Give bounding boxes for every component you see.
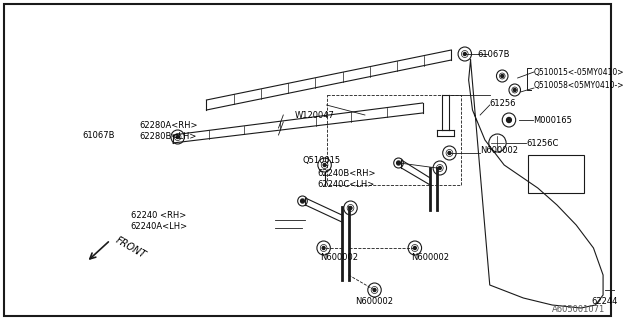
Text: 62240A<LH>: 62240A<LH> [131,221,188,230]
Circle shape [301,199,305,203]
Text: 62240C<LH>: 62240C<LH> [317,180,374,188]
Circle shape [463,52,466,55]
Circle shape [349,206,352,210]
Text: 61067B: 61067B [83,131,115,140]
Text: N600002: N600002 [356,298,394,307]
Text: A605001071: A605001071 [552,305,605,314]
Text: M000165: M000165 [533,116,572,124]
Text: 61256C: 61256C [526,139,559,148]
Circle shape [501,75,504,77]
Text: 62240B<RH>: 62240B<RH> [317,169,376,178]
Text: 61256: 61256 [490,99,516,108]
Text: Q510015<-05MY0410>: Q510015<-05MY0410> [534,68,625,76]
Circle shape [373,289,376,292]
Circle shape [413,246,416,250]
Circle shape [448,151,451,155]
Text: Q510015: Q510015 [303,156,340,164]
Circle shape [507,117,511,123]
Text: 62240 <RH>: 62240 <RH> [131,211,186,220]
Text: 62280A<RH>: 62280A<RH> [140,121,198,130]
Circle shape [397,161,401,165]
Text: Q510058<05MY0410->: Q510058<05MY0410-> [534,81,625,90]
Circle shape [438,166,441,170]
Circle shape [323,164,326,166]
Text: 61067B: 61067B [477,50,510,59]
Text: W120047: W120047 [294,110,334,119]
Text: N600002: N600002 [480,146,518,155]
Text: 62280B<LH>: 62280B<LH> [140,132,196,140]
Text: 62244: 62244 [592,298,618,307]
Text: FRONT: FRONT [113,235,147,261]
Bar [326,95,461,185]
Text: N600002: N600002 [320,253,358,262]
Text: N600002: N600002 [411,253,449,262]
Circle shape [513,89,516,92]
Circle shape [322,246,325,250]
Bar [528,155,584,193]
Circle shape [176,135,179,139]
